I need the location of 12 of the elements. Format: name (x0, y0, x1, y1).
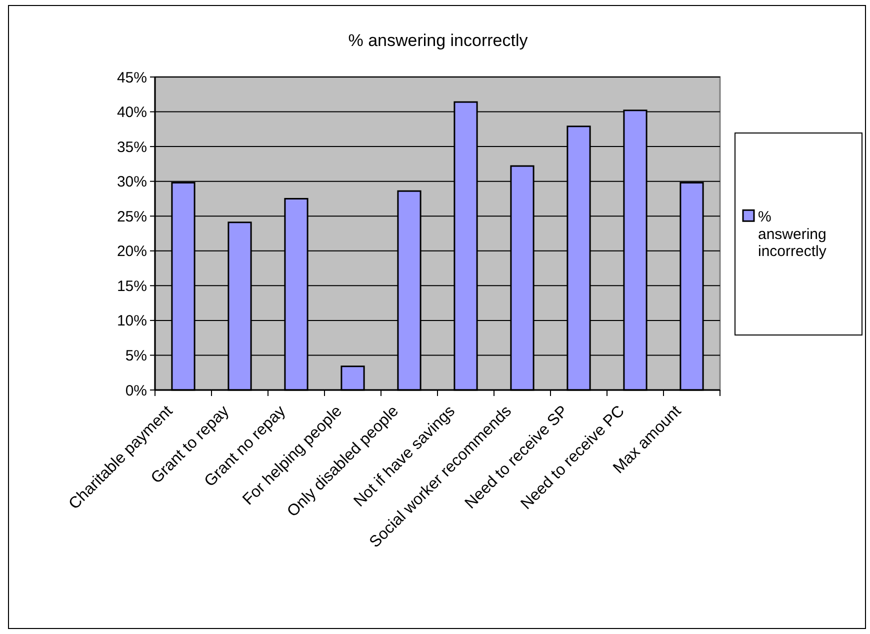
legend-label: % answering incorrectly (758, 208, 827, 260)
y-tick-label: 0% (125, 382, 147, 400)
y-tick-label: 40% (116, 104, 147, 122)
chart-title: % answering incorrectly (348, 31, 528, 50)
y-tick-label: 35% (116, 138, 147, 156)
y-tick-label: 15% (116, 278, 147, 295)
y-tick-label: 25% (116, 208, 147, 226)
y-tick-label: 5% (125, 347, 147, 364)
y-tick-label: 45% (116, 69, 147, 86)
y-tick-label: 10% (116, 312, 147, 330)
y-tick-label: 20% (116, 243, 147, 260)
y-tick-label: 30% (116, 174, 147, 191)
